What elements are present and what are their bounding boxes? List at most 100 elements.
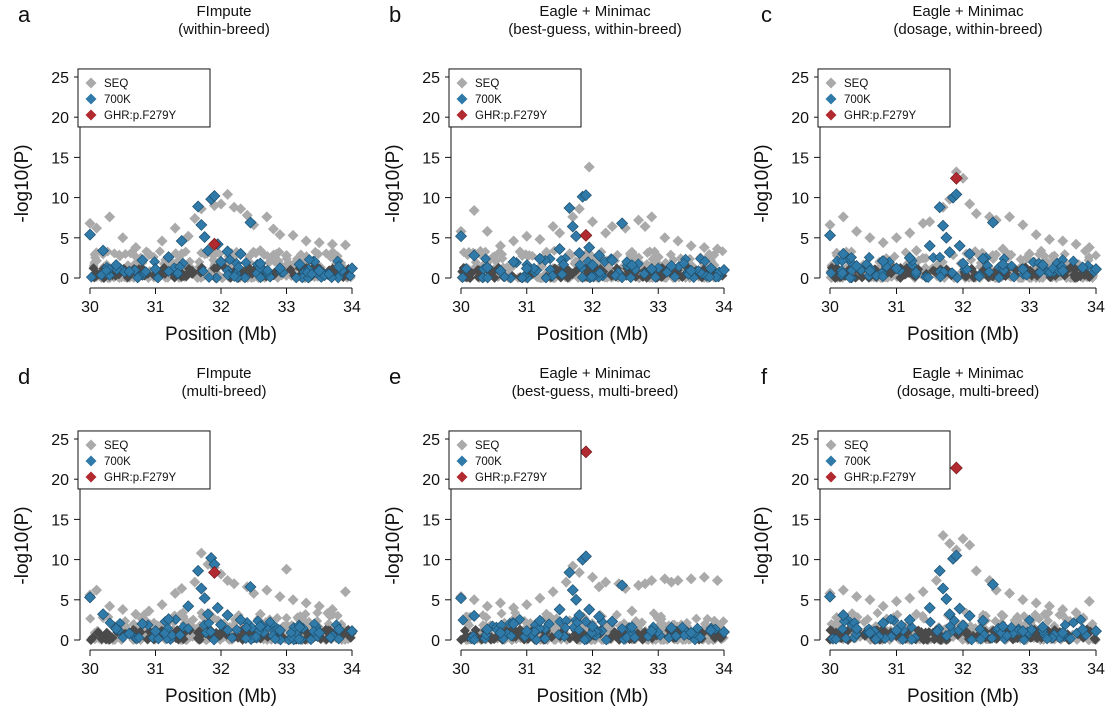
- seq-point: [910, 608, 922, 620]
- baseline-point: [895, 272, 906, 283]
- y-tick-label: 0: [60, 271, 69, 288]
- seq-background-point: [327, 246, 338, 257]
- panel-b: b Eagle + Minimac(best-guess, within-bree…: [383, 2, 733, 345]
- panel-title: Eagle + Minimac: [912, 365, 1024, 382]
- 700k-background-point: [1026, 624, 1037, 636]
- 700k-background-point: [255, 272, 266, 284]
- 700k-background-point: [1023, 614, 1035, 626]
- seq-point: [924, 216, 936, 228]
- seq-background-point: [114, 251, 125, 262]
- 700k-point: [953, 239, 966, 252]
- 700k-point: [468, 249, 481, 262]
- 700k-point: [976, 614, 989, 627]
- 700k-background-point: [924, 616, 936, 628]
- 700k-point: [606, 615, 619, 628]
- seq-point: [864, 594, 876, 606]
- x-tick-label: 31: [888, 299, 906, 316]
- 700k-point: [625, 259, 638, 272]
- 700k-point: [986, 216, 999, 229]
- plot-area: [824, 166, 1102, 284]
- seq-point: [1017, 594, 1029, 606]
- y-tick-label: 0: [60, 633, 69, 650]
- seq-point: [508, 602, 520, 614]
- 700k-point: [455, 592, 467, 605]
- panel-letter: d: [18, 364, 30, 389]
- 700k-background-point: [325, 632, 336, 643]
- legend-box: [448, 68, 582, 128]
- legend-label: 700K: [844, 94, 871, 106]
- seq-background-point: [1012, 611, 1023, 622]
- 700k-background-point: [966, 634, 978, 646]
- 700k-point: [175, 235, 188, 248]
- 700k-background-point: [877, 271, 889, 283]
- seq-point: [587, 571, 598, 583]
- y-tick-label: 0: [431, 633, 440, 650]
- 700k-background-point: [825, 267, 837, 279]
- plot-area: [455, 445, 730, 646]
- x-tick-label: 32: [954, 661, 972, 678]
- legend: SEQ 700K GHR:p.F279Y: [77, 68, 211, 128]
- legend-label: SEQ: [844, 78, 868, 90]
- seq-background-point: [180, 246, 191, 257]
- panel-subtitle: (best-guess, multi-breed): [512, 383, 679, 400]
- x-tick-label: 33: [278, 299, 296, 316]
- panel-subtitle: (best-guess, within-breed): [508, 21, 681, 38]
- 700k-point: [273, 262, 286, 275]
- y-tick-label: 20: [422, 472, 440, 489]
- 700k-background-point: [558, 259, 570, 270]
- ghr-point: [208, 237, 221, 251]
- seq-point: [91, 222, 103, 234]
- seq-background-point: [633, 252, 644, 263]
- 700k-background-point: [1075, 614, 1087, 626]
- 700k-point: [1036, 259, 1049, 272]
- seq-point: [567, 211, 579, 223]
- 700k-point: [573, 247, 586, 260]
- seq-point: [254, 608, 266, 620]
- seq-background-point: [564, 248, 575, 259]
- seq-point: [957, 172, 969, 184]
- 700k-background-point: [993, 272, 1005, 284]
- seq-background-point: [611, 609, 622, 620]
- 700k-point: [850, 622, 863, 635]
- 700k-background-point: [323, 268, 335, 280]
- seq-background-point: [1043, 615, 1054, 626]
- 700k-background-point: [844, 272, 856, 284]
- 700k-point: [468, 609, 481, 622]
- 700k-point: [97, 608, 110, 621]
- seq-point: [633, 214, 645, 226]
- seq-point: [930, 575, 942, 587]
- 700k-background-point: [290, 272, 302, 284]
- 700k-point: [579, 550, 592, 563]
- seq-point: [1017, 219, 1029, 231]
- seq-point: [189, 576, 201, 588]
- 700k-point: [579, 189, 592, 202]
- 700k-point: [162, 613, 175, 626]
- seq-point: [313, 237, 325, 249]
- seq-point: [583, 161, 595, 173]
- legend-label: GHR:p.F279Y: [475, 472, 548, 484]
- legend-label: 700K: [104, 456, 131, 468]
- legend-label: SEQ: [475, 78, 499, 90]
- 700k-point: [192, 564, 205, 577]
- seq-point: [339, 586, 351, 598]
- seq-point: [235, 203, 247, 215]
- 700k-background-point: [935, 271, 946, 283]
- 700k-background-point: [600, 634, 612, 646]
- 700k-background-point: [262, 264, 273, 276]
- 700k-background-point: [208, 634, 220, 646]
- 700k-point: [84, 228, 96, 241]
- x-tick-label: 34: [715, 661, 733, 678]
- 700k-point: [123, 627, 136, 640]
- 700k-background-point: [579, 634, 591, 646]
- 700k-point: [234, 613, 247, 626]
- baseline-point: [489, 272, 500, 283]
- seq-point: [904, 227, 916, 239]
- seq-point: [143, 605, 155, 617]
- seq-background-point: [332, 610, 343, 621]
- 700k-point: [583, 241, 596, 254]
- x-tick-label: 32: [584, 299, 602, 316]
- 700k-background-point: [305, 634, 317, 646]
- 700k-point: [254, 620, 267, 633]
- y-tick-label: 15: [51, 150, 69, 167]
